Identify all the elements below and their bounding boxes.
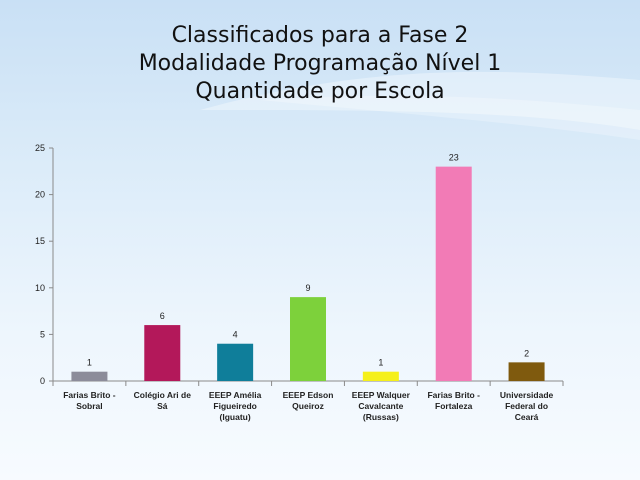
- y-tick-label: 25: [35, 143, 45, 153]
- y-tick-label: 20: [35, 190, 45, 200]
- x-tick-label-line: (Iguatu): [220, 412, 251, 422]
- data-label: 4: [233, 330, 238, 340]
- x-tick-label: Colégio Ari de Sá: [134, 390, 192, 411]
- x-tick-label-line: Colégio Ari de: [134, 390, 192, 400]
- bar: [508, 362, 545, 381]
- x-tick-label-line: Universidade: [500, 390, 554, 400]
- slide-title: Classificados para a Fase 2 Modalidade P…: [0, 22, 640, 106]
- x-tick-label-line: Sobral: [76, 401, 102, 411]
- x-tick-label-line: Cavalcante: [358, 401, 403, 411]
- x-tick-label: Universidade Federal do Ceará: [500, 390, 554, 422]
- bar: [71, 371, 108, 381]
- x-tick-label-line: Sá: [157, 401, 168, 411]
- chart-bars: [71, 166, 545, 381]
- y-tick-label: 15: [35, 236, 45, 246]
- title-line-3: Quantidade por Escola: [195, 79, 445, 104]
- data-label: 1: [378, 358, 383, 368]
- bar: [144, 325, 181, 381]
- y-tick-label: 5: [40, 329, 45, 339]
- y-tick-label: 10: [35, 283, 45, 293]
- x-tick-label-line: Ceará: [515, 412, 539, 422]
- data-label: 2: [524, 348, 529, 358]
- x-tick-label: Farias Brito -Fortaleza: [427, 390, 480, 411]
- bar: [362, 371, 399, 381]
- x-tick-label: EEEP Walquer Cavalcante (Russas): [352, 390, 411, 422]
- x-tick-label: Farias Brito -Sobral: [63, 390, 116, 411]
- x-tick-label-line: EEEP Edson: [283, 390, 334, 400]
- x-tick-label-line: Farias Brito -: [427, 390, 480, 400]
- data-label: 23: [449, 153, 459, 163]
- title-line-2: Modalidade Programação Nível 1: [138, 51, 502, 76]
- x-tick-label-line: EEEP Amélia: [209, 390, 262, 400]
- x-tick-label-line: Farias Brito -: [63, 390, 116, 400]
- y-tick-label: 0: [40, 376, 45, 386]
- x-tick-label-line: Federal do: [505, 401, 548, 411]
- x-tick-label-line: Figueiredo: [213, 401, 256, 411]
- x-tick-label-line: Fortaleza: [435, 401, 473, 411]
- x-tick-label-line: Queiroz: [292, 401, 324, 411]
- data-label: 9: [305, 283, 310, 293]
- bar: [290, 297, 326, 381]
- data-label: 6: [160, 311, 165, 321]
- title-line-1: Classificados para a Fase 2: [171, 23, 469, 48]
- data-label: 1: [87, 358, 92, 368]
- x-tick-label: EEEP Edson Queiroz: [283, 390, 334, 411]
- x-tick-label-line: (Russas): [363, 412, 399, 422]
- bar: [435, 166, 472, 381]
- bar: [217, 343, 254, 381]
- x-tick-label: EEEP Amélia Figueiredo (Iguatu): [209, 390, 262, 422]
- x-tick-label-line: EEEP Walquer: [352, 390, 411, 400]
